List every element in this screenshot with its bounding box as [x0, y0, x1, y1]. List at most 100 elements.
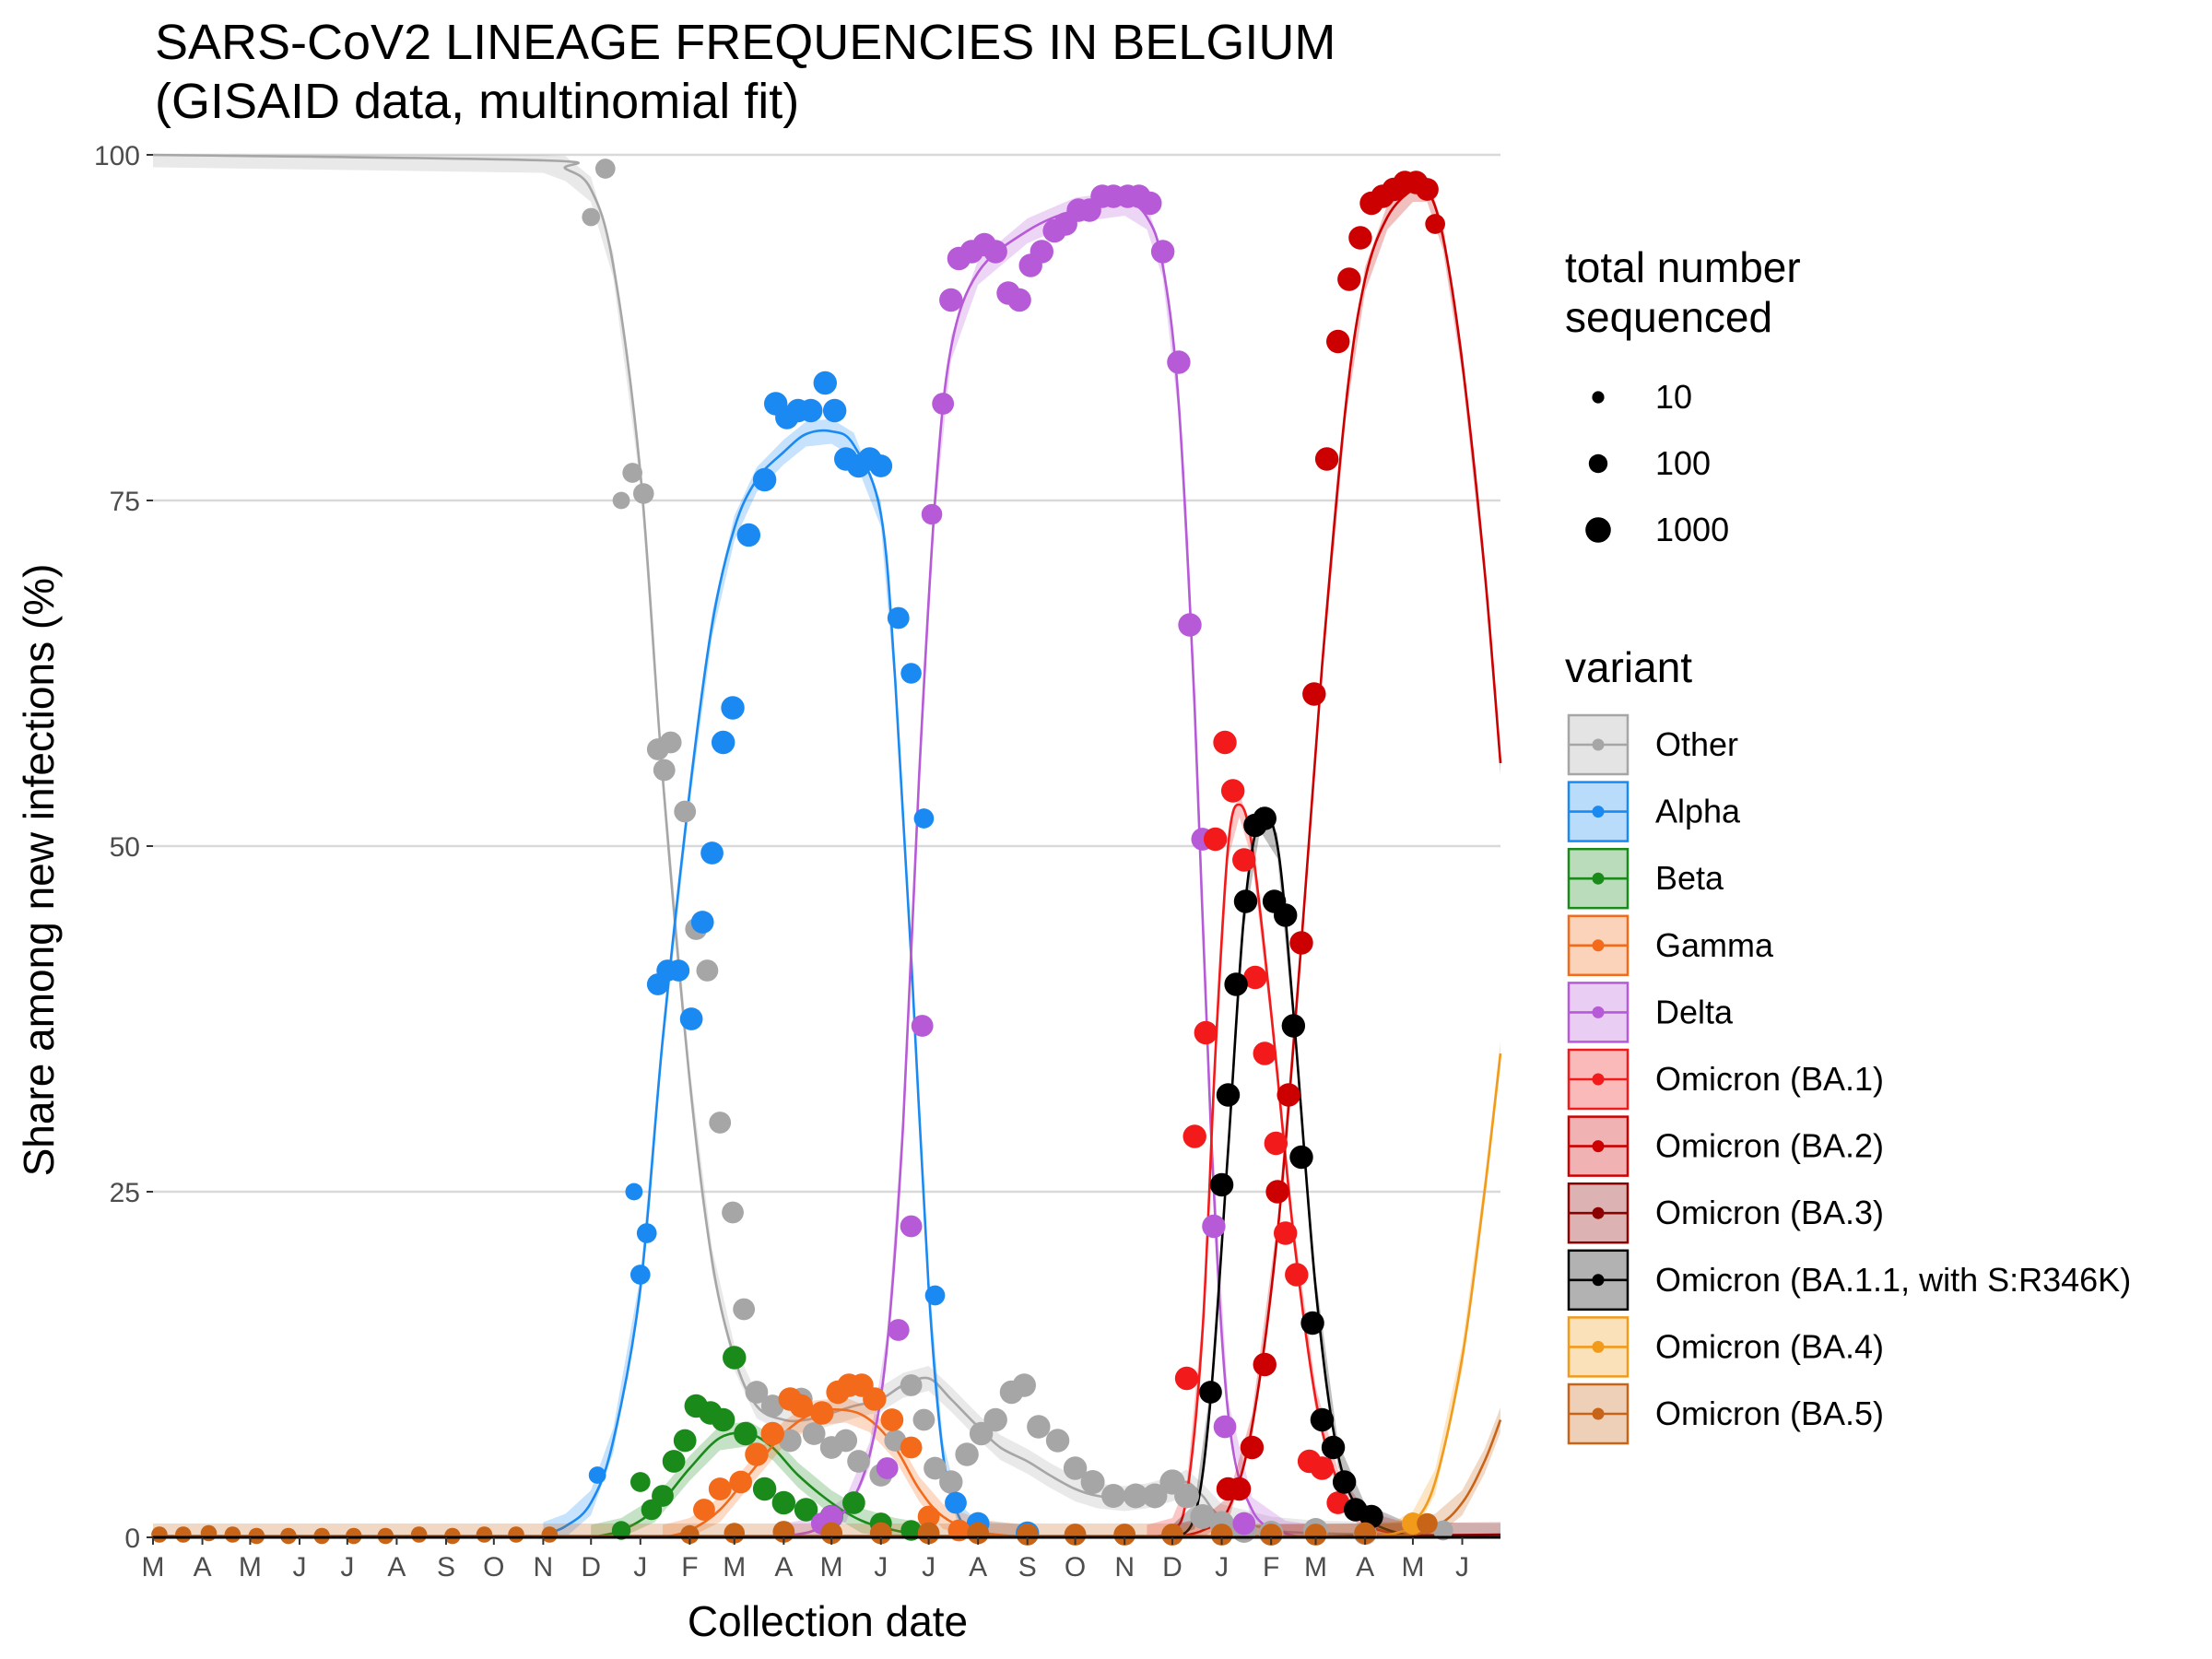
data-point: [1063, 1456, 1088, 1480]
data-point: [611, 1521, 631, 1540]
data-point: [887, 606, 910, 629]
data-point: [1142, 1483, 1168, 1509]
data-point: [696, 959, 719, 982]
series-points-omicron-ba-1: [1174, 730, 1350, 1514]
y-tick-label: 25: [110, 1178, 140, 1208]
legend-label: Beta: [1655, 859, 1724, 897]
series-points-omicron-ba-2: [1216, 171, 1445, 1501]
size-legend: total number sequenced 10 100 1000: [1565, 243, 1801, 548]
data-point: [1194, 1020, 1218, 1045]
data-point: [924, 1285, 946, 1306]
x-tick-label: N: [534, 1552, 554, 1583]
data-point: [1310, 1407, 1335, 1432]
data-point: [690, 911, 714, 934]
x-tick-label: J: [874, 1552, 888, 1583]
data-point: [1045, 1429, 1070, 1453]
data-point: [636, 1223, 657, 1243]
data-point: [476, 1526, 493, 1543]
data-point: [1012, 1373, 1037, 1397]
size-legend-label: 1000: [1655, 511, 1729, 548]
x-tick-label: S: [1018, 1552, 1037, 1583]
data-point: [900, 1374, 923, 1396]
data-point: [1277, 1083, 1300, 1107]
data-point: [1233, 889, 1258, 913]
size-legend-key: [1592, 391, 1605, 404]
data-point: [1314, 447, 1339, 471]
data-point: [1402, 1512, 1424, 1535]
data-point: [1064, 1524, 1087, 1546]
data-point: [1302, 682, 1326, 706]
data-point: [594, 159, 616, 179]
data-point: [632, 483, 654, 504]
data-point: [653, 759, 676, 782]
x-tick-label: J: [292, 1552, 306, 1583]
data-point: [745, 1442, 769, 1466]
legend-label: Omicron (BA.1.1, with S:R346K): [1655, 1261, 2131, 1299]
data-point: [1080, 1469, 1105, 1495]
data-point: [625, 1182, 643, 1201]
x-tick-label: J: [1215, 1552, 1229, 1583]
y-axis-label: Share among new infections (%): [15, 564, 63, 1177]
data-point: [582, 207, 601, 227]
data-point: [709, 1112, 732, 1134]
legend-key-dot: [1592, 1274, 1605, 1287]
data-point: [932, 393, 955, 415]
data-point: [900, 1520, 922, 1541]
data-point: [1289, 931, 1313, 955]
data-point: [1190, 1504, 1216, 1529]
x-tick-label: A: [194, 1552, 212, 1583]
data-point: [729, 1470, 753, 1494]
legend-label: Omicron (BA.3): [1655, 1194, 1884, 1231]
data-point: [693, 1499, 715, 1521]
size-legend-title-2: sequenced: [1565, 293, 1772, 341]
data-point: [819, 1505, 843, 1528]
series-fit-omicron-ba-2: [1171, 177, 1502, 1539]
data-point: [955, 1442, 979, 1466]
x-tick-label: M: [1401, 1552, 1424, 1583]
data-point: [876, 1457, 899, 1479]
data-point: [810, 1401, 834, 1425]
series-fit-gamma: [662, 1397, 1028, 1539]
data-point: [917, 1505, 940, 1528]
x-tick-label: A: [774, 1552, 793, 1583]
data-point: [945, 1491, 967, 1514]
data-point: [700, 841, 724, 865]
legend-label: Omicron (BA.4): [1655, 1327, 1884, 1365]
x-tick-label: A: [969, 1552, 987, 1583]
data-point: [939, 288, 963, 312]
data-point: [1289, 1145, 1313, 1170]
size-legend-title-1: total number: [1565, 243, 1801, 291]
fit-line-omicron-ba-4: [1364, 1053, 1502, 1539]
size-legend-key: [1588, 453, 1608, 474]
size-legend-label: 10: [1655, 378, 1692, 416]
data-point: [1332, 1470, 1357, 1494]
x-tick-label: A: [387, 1552, 406, 1583]
data-point: [711, 1407, 735, 1432]
data-point: [1232, 1512, 1256, 1535]
data-point: [1030, 240, 1054, 264]
data-point: [913, 808, 935, 829]
series-points-omicron-ba-4: [1402, 1512, 1424, 1535]
data-point: [1216, 1083, 1241, 1107]
data-point: [1007, 288, 1031, 312]
x-tick-label: M: [820, 1552, 843, 1583]
data-point: [721, 696, 745, 720]
data-point: [588, 1466, 606, 1484]
data-point: [1337, 267, 1361, 291]
legend-label: Other: [1655, 725, 1738, 763]
x-tick-label: O: [483, 1552, 504, 1583]
series-fit-delta: [783, 191, 1316, 1539]
y-tick-label: 50: [110, 832, 140, 863]
data-point: [1281, 1014, 1306, 1038]
data-point: [1182, 1124, 1206, 1148]
x-tick-label: M: [1304, 1552, 1327, 1583]
x-tick-label: O: [1065, 1552, 1086, 1583]
data-point: [1224, 972, 1248, 996]
x-tick-label: J: [340, 1552, 354, 1583]
data-point: [752, 467, 777, 492]
data-point: [662, 1450, 686, 1473]
data-point: [880, 1408, 904, 1431]
legend-label: Alpha: [1655, 793, 1741, 830]
data-point: [629, 1472, 651, 1492]
